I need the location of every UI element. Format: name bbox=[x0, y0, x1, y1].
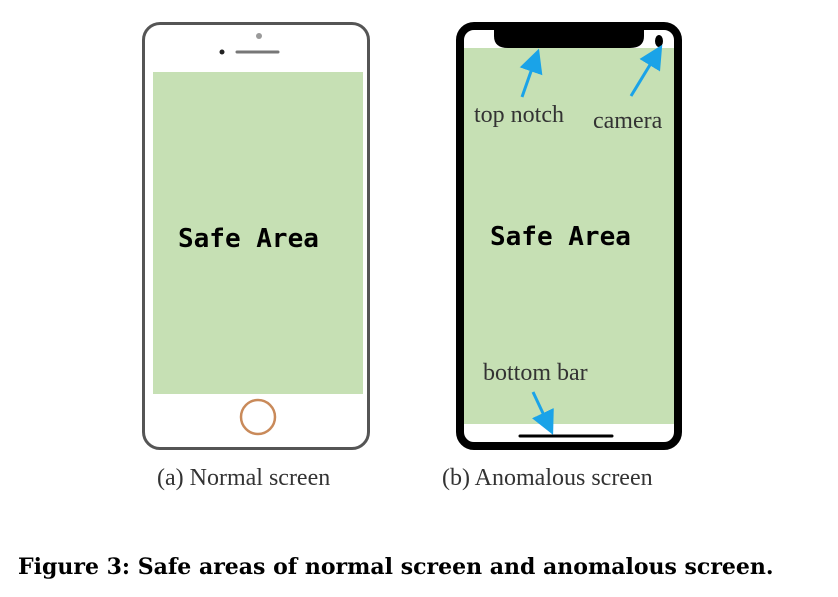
normal-safe-area bbox=[153, 72, 363, 394]
anomalous-safe-area bbox=[464, 48, 674, 424]
sensor-dot bbox=[219, 49, 225, 55]
camera-arrow bbox=[629, 44, 663, 97]
anomalous-safe-area-label: Safe Area bbox=[490, 222, 631, 252]
top-notch-label: top notch bbox=[474, 102, 564, 128]
top-notch-shape bbox=[494, 28, 644, 48]
anomalous-screen-caption: (b) Anomalous screen bbox=[442, 465, 653, 491]
bottom-bar-arrow bbox=[531, 391, 554, 435]
home-button bbox=[239, 398, 277, 436]
normal-screen-caption: (a) Normal screen bbox=[157, 465, 331, 491]
camera-label: camera bbox=[593, 108, 663, 134]
bottom-bar-label: bottom bar bbox=[483, 360, 588, 386]
figure-caption: Figure 3: Safe areas of normal screen an… bbox=[18, 554, 774, 580]
top-notch-arrow bbox=[519, 48, 543, 98]
normal-safe-area-label: Safe Area bbox=[178, 224, 319, 254]
front-camera-dot bbox=[256, 33, 262, 39]
camera-dot bbox=[655, 35, 663, 47]
